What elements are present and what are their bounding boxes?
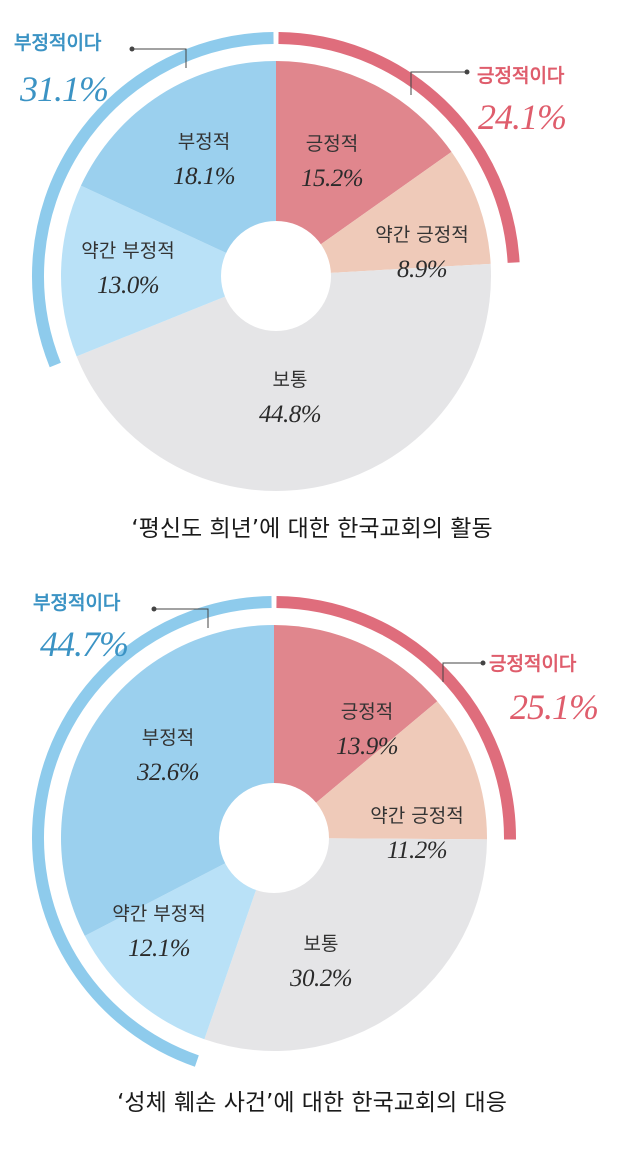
slice-neutral <box>76 263 491 492</box>
positive-leader-line <box>410 71 467 95</box>
slice-label: 보통 <box>273 369 308 391</box>
negative-group-value: 31.1% <box>19 69 108 109</box>
slice-positive <box>276 61 452 276</box>
slice-slightly-negative <box>60 185 276 357</box>
slice-negative <box>60 625 275 936</box>
slice-slightly-positive <box>274 701 487 840</box>
slice-label: 약간 긍정적 <box>375 224 468 246</box>
negative-leader-dot <box>129 46 135 52</box>
positive-group-arc <box>276 596 516 840</box>
positive-leader-dot <box>464 69 470 75</box>
negative-group-title: 부정적이다 <box>33 592 121 614</box>
slice-slightly-negative <box>84 838 274 1040</box>
slice-value-label: 44.8% <box>259 401 321 428</box>
donut-hole <box>219 783 329 893</box>
negative-leader-dot <box>151 606 157 612</box>
slice-value-label: 32.6% <box>136 759 199 786</box>
slice-value-label: 13.0% <box>97 272 159 299</box>
positive-group-arc <box>278 32 520 263</box>
slice-label: 약간 긍정적 <box>370 805 463 827</box>
slice-value-label: 18.1% <box>173 163 235 190</box>
donut-chart-2: 긍정적 13.9% 약간 긍정적 11.2% 보통 30.2% 약간 부정적 12.1% 부정적… <box>32 592 599 1116</box>
positive-group-value: 25.1% <box>510 687 598 727</box>
slice-label: 보통 <box>304 933 339 955</box>
slice-negative <box>80 61 277 276</box>
slice-slightly-positive <box>276 151 491 276</box>
positive-leader-line <box>442 662 483 682</box>
negative-group-arc <box>32 32 274 368</box>
slice-label: 부정적 <box>142 727 194 749</box>
negative-leader-line <box>154 608 209 628</box>
negative-group-arc <box>32 596 272 1067</box>
slice-label: 부정적 <box>178 131 230 153</box>
slice-value-label: 30.2% <box>289 965 352 992</box>
slice-value-label: 13.9% <box>336 733 398 760</box>
positive-group-title: 긍정적이다 <box>489 653 577 675</box>
positive-group-value: 24.1% <box>478 97 566 137</box>
slice-value-label: 15.2% <box>301 165 363 192</box>
slice-value-label: 8.9% <box>397 256 447 283</box>
slice-label: 긍정적 <box>306 133 358 155</box>
positive-group-title: 긍정적이다 <box>477 65 565 87</box>
positive-leader-dot <box>480 660 486 666</box>
chart-caption: ‘평신도 희년’에 대한 한국교회의 활동 <box>131 516 492 542</box>
negative-leader-line <box>132 48 187 68</box>
donut-hole <box>221 221 331 331</box>
slice-value-label: 12.1% <box>128 935 190 962</box>
slice-positive <box>274 625 438 838</box>
slice-label: 긍정적 <box>341 701 393 723</box>
slice-value-label: 11.2% <box>387 837 447 864</box>
slice-label: 약간 부정적 <box>81 240 174 262</box>
chart-caption: ‘성체 훼손 사건’에 대한 한국교회의 대응 <box>117 1090 507 1116</box>
slice-label: 약간 부정적 <box>112 903 205 925</box>
donut-chart-1: 긍정적 15.2% 약간 긍정적 8.9% 보통 44.8% 약간 부정적 13.0% 부정적 1… <box>14 32 567 542</box>
negative-group-title: 부정적이다 <box>14 32 102 54</box>
negative-group-value: 44.7% <box>40 624 128 664</box>
